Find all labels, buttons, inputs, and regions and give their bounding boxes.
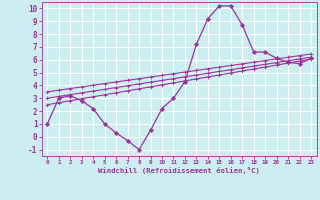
X-axis label: Windchill (Refroidissement éolien,°C): Windchill (Refroidissement éolien,°C) <box>98 167 260 174</box>
